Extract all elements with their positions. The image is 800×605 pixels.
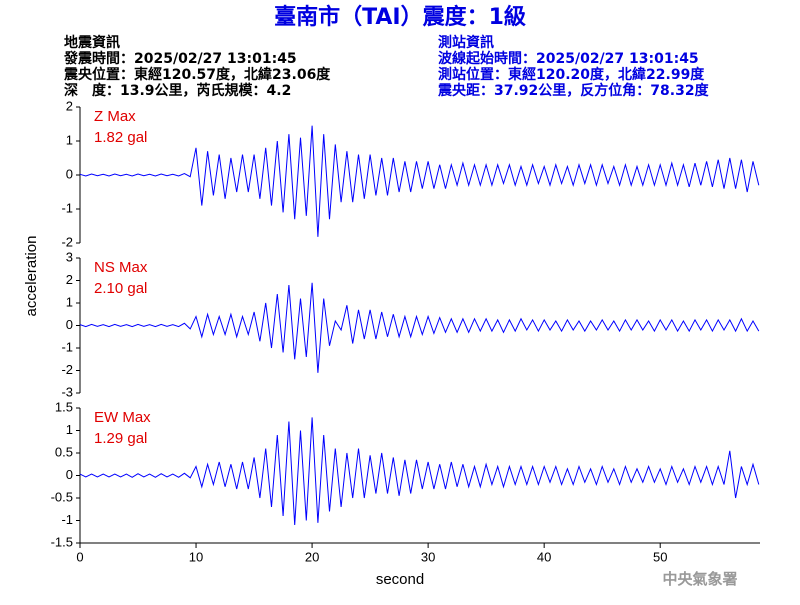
info-line: 測站資訊 bbox=[438, 34, 494, 51]
y-axis-label: acceleration bbox=[23, 236, 40, 317]
info-line: 波線起始時間：2025/02/27 13:01:45 bbox=[438, 50, 699, 67]
component-label: Z Max bbox=[94, 108, 136, 125]
chart-title: 臺南市（TAI）震度：1級 bbox=[274, 4, 526, 30]
waveform bbox=[79, 282, 760, 373]
footer: 中央氣象署 bbox=[662, 570, 737, 588]
y-tick-label: -1 bbox=[61, 339, 73, 354]
y-tick-label: 2 bbox=[66, 272, 73, 287]
info-line: 地震資訊 bbox=[64, 34, 120, 51]
y-tick-label: 1 bbox=[66, 294, 73, 309]
info-line: 測站位置：東經120.20度，北緯22.99度 bbox=[438, 66, 705, 83]
y-tick-label: 1 bbox=[66, 422, 73, 437]
max-label: 1.29 gal bbox=[94, 430, 147, 447]
info-line: 震央距：37.92公里，反方位角：78.32度 bbox=[437, 82, 710, 99]
y-tick-label: 3 bbox=[66, 249, 73, 264]
waveform bbox=[79, 417, 760, 526]
x-axis-label: second bbox=[376, 571, 424, 588]
y-tick-label: 0.5 bbox=[55, 444, 73, 459]
x-tick-label: 30 bbox=[421, 549, 435, 564]
x-tick-label: 10 bbox=[189, 549, 203, 564]
x-tick-label: 20 bbox=[305, 549, 319, 564]
y-tick-label: 0 bbox=[66, 317, 73, 332]
y-tick-label: -1.5 bbox=[51, 534, 73, 549]
max-label: 1.82 gal bbox=[94, 129, 147, 146]
component-label: NS Max bbox=[94, 259, 148, 276]
y-tick-label: -0.5 bbox=[51, 489, 73, 504]
component-label: EW Max bbox=[94, 409, 151, 426]
x-tick-label: 0 bbox=[76, 549, 83, 564]
y-tick-label: -2 bbox=[61, 234, 73, 249]
max-label: 2.10 gal bbox=[94, 280, 147, 297]
y-tick-label: 0 bbox=[66, 166, 73, 181]
info-line: 震央位置：東經120.57度，北緯23.06度 bbox=[63, 66, 331, 83]
y-tick-label: 2 bbox=[66, 98, 73, 113]
y-tick-label: -3 bbox=[61, 384, 73, 399]
x-tick-label: 40 bbox=[537, 549, 551, 564]
y-tick-label: -2 bbox=[61, 362, 73, 377]
info-line: 深 度：13.9公里，芮氏規模：4.2 bbox=[64, 82, 291, 99]
y-tick-label: 1.5 bbox=[55, 399, 73, 414]
waveform bbox=[79, 125, 760, 237]
y-tick-label: -1 bbox=[61, 200, 73, 215]
y-tick-label: -1 bbox=[61, 512, 73, 527]
y-tick-label: 0 bbox=[66, 467, 73, 482]
y-tick-label: 1 bbox=[66, 132, 73, 147]
x-tick-label: 50 bbox=[653, 549, 667, 564]
info-line: 發震時間：2025/02/27 13:01:45 bbox=[63, 50, 297, 67]
